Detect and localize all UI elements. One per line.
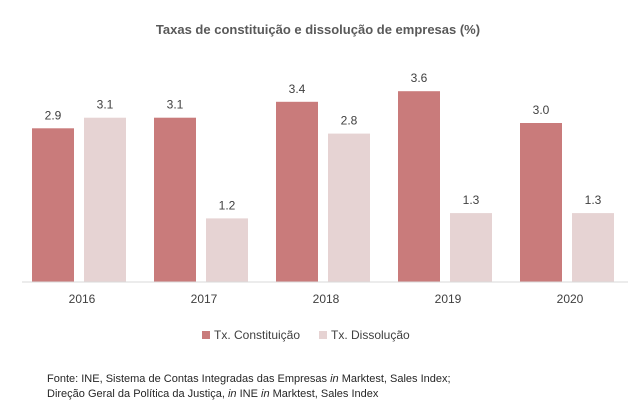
bar-constituicao-2020 [520,123,562,282]
bar-dissolucao-2019 [450,213,492,282]
chart-title: Taxas de constituição e dissolução de em… [156,22,480,37]
value-label-constituicao-2020: 3.0 [533,103,550,117]
bars-group [32,91,614,282]
x-tick-labels-group: 2016 2017 2018 2019 2020 [69,292,584,306]
value-label-dissolucao-2016: 3.1 [97,98,114,112]
bar-dissolucao-2016 [84,117,126,282]
value-label-dissolucao-2019: 1.3 [463,193,480,207]
bar-constituicao-2018 [276,101,318,282]
bar-dissolucao-2017 [206,218,248,282]
value-label-constituicao-2018: 3.4 [289,82,306,96]
value-label-dissolucao-2018: 2.8 [341,114,358,128]
value-label-constituicao-2019: 3.6 [411,71,428,85]
legend-label-dissolucao: Tx. Dissolução [331,328,410,342]
x-tick-label-2019: 2019 [435,292,462,306]
value-label-dissolucao-2017: 1.2 [219,198,236,212]
legend-swatch-constituicao [202,331,210,339]
legend: Tx. Constituição Tx. Dissolução [202,328,410,342]
x-tick-label-2020: 2020 [557,292,584,306]
bar-dissolucao-2020 [572,213,614,282]
bar-dissolucao-2018 [328,133,370,282]
value-label-constituicao-2017: 3.1 [167,98,184,112]
x-tick-label-2016: 2016 [69,292,96,306]
value-label-constituicao-2016: 2.9 [45,108,62,122]
bar-constituicao-2019 [398,91,440,282]
legend-label-constituicao: Tx. Constituição [214,328,300,342]
source-line-2: Direção Geral da Política da Justiça, in… [47,388,379,400]
value-labels-group: 2.9 3.1 3.1 1.2 3.4 2.8 3.6 1.3 3.0 1.3 [45,71,602,212]
legend-swatch-dissolucao [319,331,327,339]
bar-chart: Taxas de constituição e dissolução de em… [22,22,628,342]
source-line-1: Fonte: INE, Sistema de Contas Integradas… [47,373,451,385]
value-label-dissolucao-2020: 1.3 [585,193,602,207]
bar-constituicao-2016 [32,128,74,282]
x-tick-label-2018: 2018 [313,292,340,306]
x-tick-label-2017: 2017 [191,292,218,306]
bar-constituicao-2017 [154,117,196,282]
source-note: Fonte: INE, Sistema de Contas Integradas… [47,372,451,402]
